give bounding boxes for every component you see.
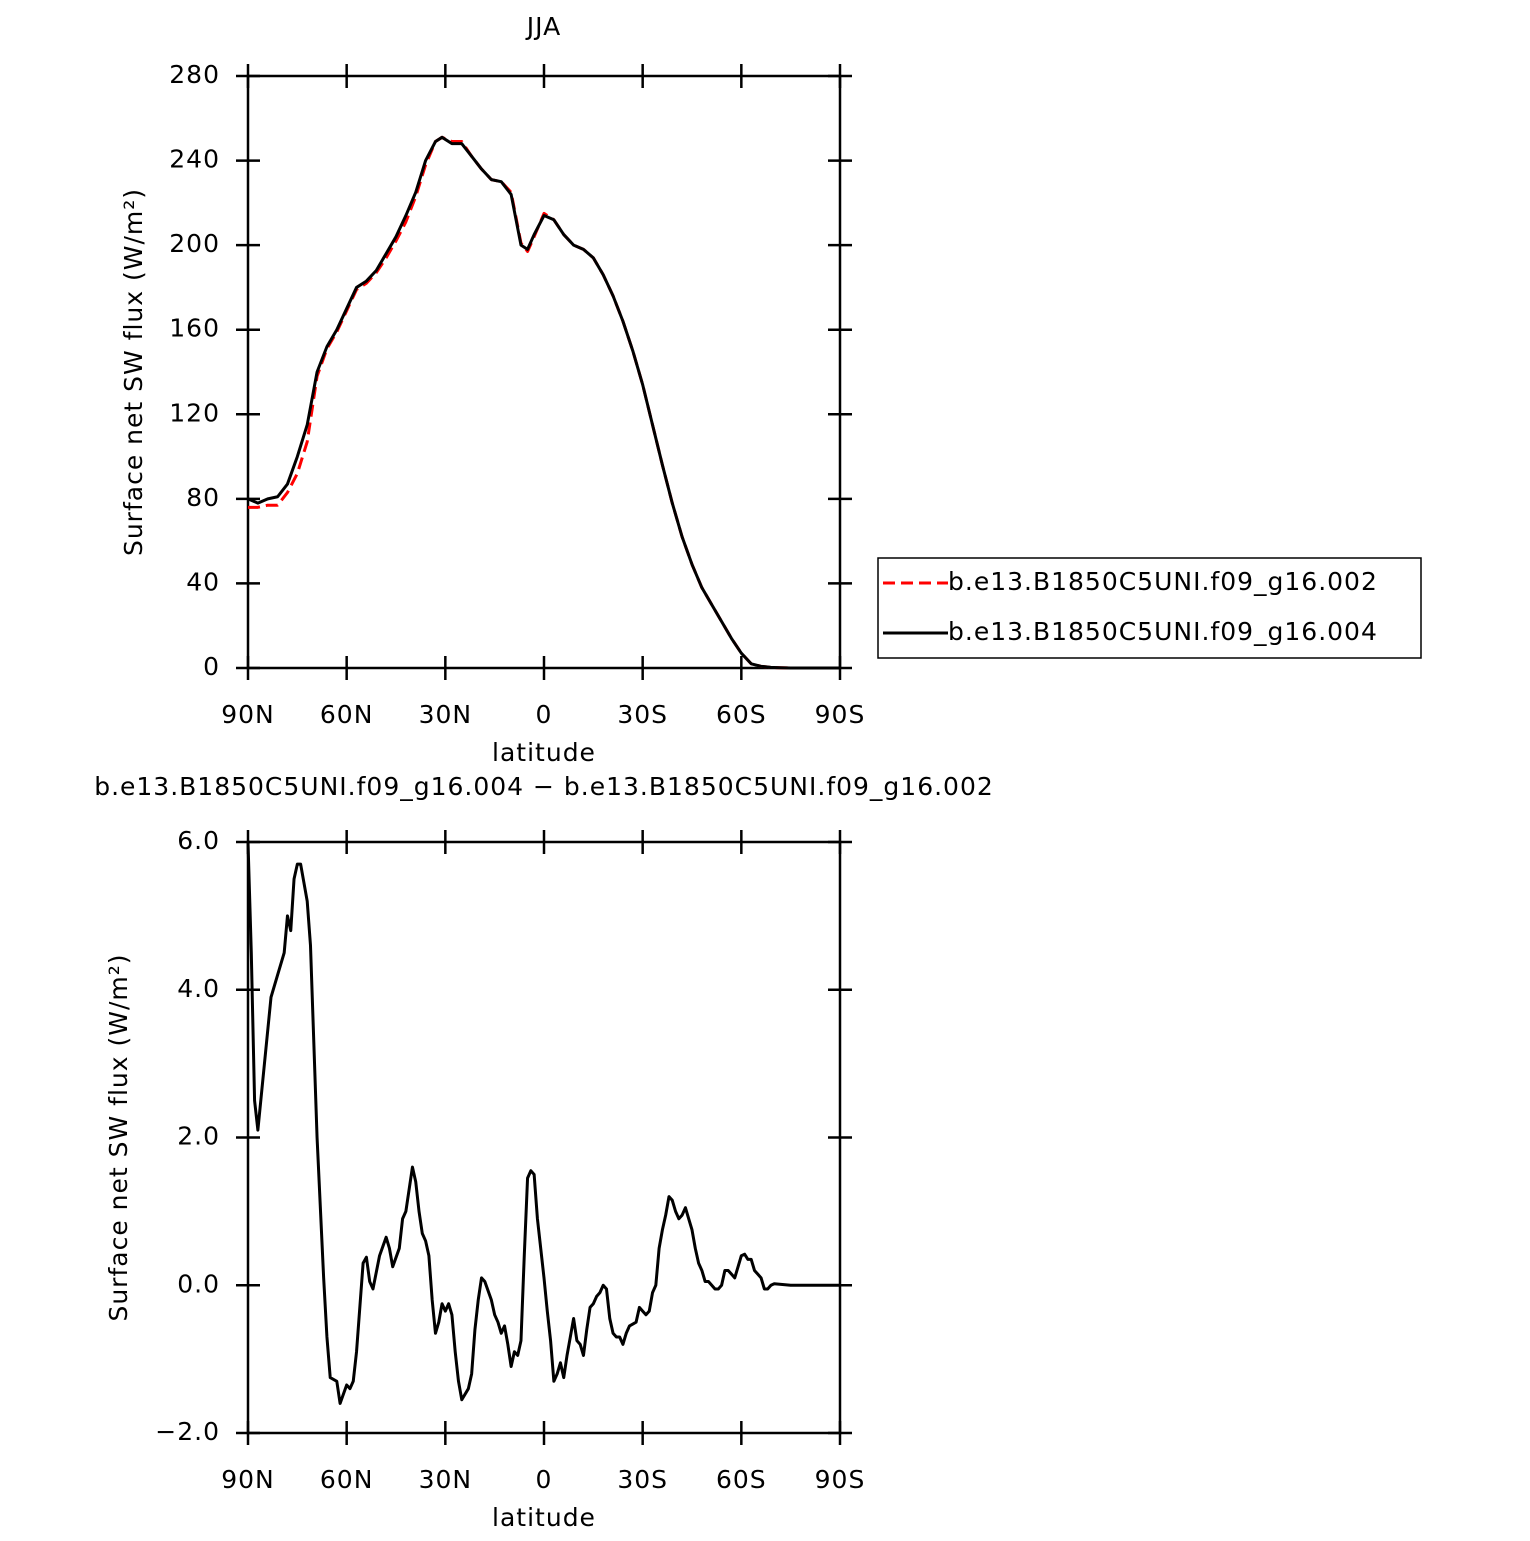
x-tick-label: 0	[536, 1465, 553, 1494]
x-axis-label: latitude	[492, 738, 596, 767]
y-tick-label: −2.0	[155, 1417, 220, 1446]
y-tick-label: 0	[203, 652, 220, 681]
x-tick-label: 30N	[419, 1465, 473, 1494]
x-axis-label: latitude	[492, 1503, 596, 1532]
chart-title: b.e13.B1850C5UNI.f09_g16.004 − b.e13.B18…	[94, 772, 994, 801]
x-tick-label: 90S	[815, 1465, 866, 1494]
x-tick-label: 0	[536, 700, 553, 729]
y-tick-label: 40	[186, 567, 220, 596]
x-tick-label: 30N	[419, 700, 473, 729]
x-tick-label: 30S	[617, 700, 668, 729]
y-tick-label: 80	[186, 483, 220, 512]
y-tick-label: 280	[169, 60, 220, 89]
plot-frame	[246, 74, 842, 670]
x-tick-label: 60N	[320, 1465, 374, 1494]
legend-box	[877, 557, 1422, 659]
chart-title: JJA	[525, 12, 561, 41]
y-axis-label: Surface net SW flux (W/m²)	[119, 188, 148, 556]
y-tick-label: 0.0	[177, 1269, 220, 1298]
x-tick-label: 60N	[320, 700, 374, 729]
y-tick-label: 240	[169, 145, 220, 174]
x-tick-label: 60S	[716, 700, 767, 729]
data-line	[247, 135, 840, 670]
data-line	[246, 841, 840, 1405]
legend-label: b.e13.B1850C5UNI.f09_g16.004	[948, 617, 1378, 646]
y-tick-label: 160	[169, 314, 220, 343]
x-tick-label: 60S	[716, 1465, 767, 1494]
y-tick-label: 4.0	[177, 974, 220, 1003]
y-tick-label: 200	[169, 229, 220, 258]
x-tick-label: 30S	[617, 1465, 668, 1494]
x-tick-label: 90S	[815, 700, 866, 729]
x-tick-label: 90N	[221, 700, 275, 729]
plot-frame	[246, 840, 842, 1435]
y-tick-label: 120	[169, 398, 220, 427]
legend-label: b.e13.B1850C5UNI.f09_g16.002	[948, 567, 1378, 596]
y-axis-label: Surface net SW flux (W/m²)	[104, 953, 133, 1321]
x-tick-label: 90N	[221, 1465, 275, 1494]
y-tick-label: 2.0	[177, 1122, 220, 1151]
y-tick-label: 6.0	[177, 826, 220, 855]
